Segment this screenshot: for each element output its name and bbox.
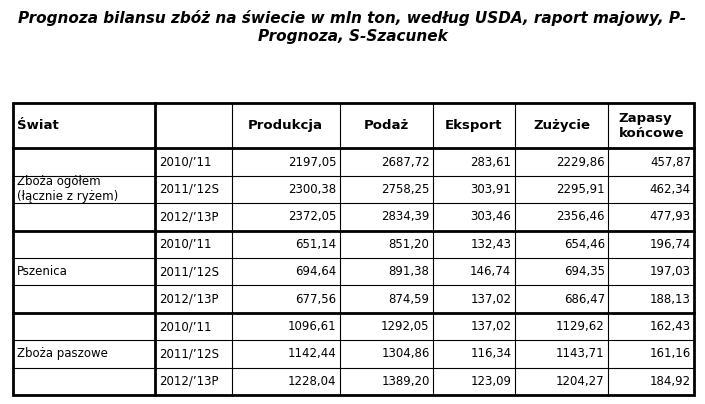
Text: Świat: Świat — [17, 119, 59, 132]
Text: 184,92: 184,92 — [650, 375, 691, 388]
Text: 694,64: 694,64 — [295, 265, 336, 278]
Text: 2687,72: 2687,72 — [381, 156, 429, 168]
Text: Produkcja: Produkcja — [248, 119, 323, 132]
Text: 303,46: 303,46 — [470, 210, 511, 223]
Text: 2229,86: 2229,86 — [556, 156, 605, 168]
Text: Zboża ogółem
(łącznie z ryżem): Zboża ogółem (łącznie z ryżem) — [17, 175, 118, 204]
Text: 188,13: 188,13 — [650, 292, 691, 306]
Text: Eksport: Eksport — [446, 119, 503, 132]
Text: 146,74: 146,74 — [470, 265, 511, 278]
Text: 457,87: 457,87 — [650, 156, 691, 168]
Text: 1204,27: 1204,27 — [556, 375, 605, 388]
Text: 2011/’12S: 2011/’12S — [159, 183, 219, 196]
Text: 123,09: 123,09 — [470, 375, 511, 388]
Text: 1096,61: 1096,61 — [288, 320, 336, 333]
Text: 2012/’13P: 2012/’13P — [159, 292, 219, 306]
Text: Prognoza bilansu zbóż na świecie w mln ton, według USDA, raport majowy, P-
Progn: Prognoza bilansu zbóż na świecie w mln t… — [18, 10, 687, 44]
Text: 2758,25: 2758,25 — [381, 183, 429, 196]
Text: Zboża paszowe: Zboża paszowe — [17, 347, 108, 360]
Text: Zapasy
końcowe: Zapasy końcowe — [618, 112, 684, 140]
Text: 2372,05: 2372,05 — [288, 210, 336, 223]
Text: 654,46: 654,46 — [563, 238, 605, 251]
Text: 303,91: 303,91 — [470, 183, 511, 196]
Text: Zużycie: Zużycie — [533, 119, 590, 132]
Text: 462,34: 462,34 — [650, 183, 691, 196]
Text: 891,38: 891,38 — [388, 265, 429, 278]
Text: 2834,39: 2834,39 — [381, 210, 429, 223]
Text: 1292,05: 1292,05 — [381, 320, 429, 333]
Text: 283,61: 283,61 — [470, 156, 511, 168]
Text: 694,35: 694,35 — [564, 265, 605, 278]
Text: Pszenica: Pszenica — [17, 265, 68, 278]
Text: 2300,38: 2300,38 — [288, 183, 336, 196]
Text: 1142,44: 1142,44 — [288, 347, 336, 360]
Text: 651,14: 651,14 — [295, 238, 336, 251]
Text: 2012/’13P: 2012/’13P — [159, 375, 219, 388]
Text: 197,03: 197,03 — [650, 265, 691, 278]
Text: 1389,20: 1389,20 — [381, 375, 429, 388]
Text: 116,34: 116,34 — [470, 347, 511, 360]
Text: 1304,86: 1304,86 — [381, 347, 429, 360]
Text: 132,43: 132,43 — [470, 238, 511, 251]
Text: 2010/’11: 2010/’11 — [159, 320, 212, 333]
Text: 677,56: 677,56 — [295, 292, 336, 306]
Text: 162,43: 162,43 — [650, 320, 691, 333]
Text: 1143,71: 1143,71 — [556, 347, 605, 360]
Text: 2295,91: 2295,91 — [556, 183, 605, 196]
Text: 2197,05: 2197,05 — [288, 156, 336, 168]
Text: 477,93: 477,93 — [650, 210, 691, 223]
Text: 196,74: 196,74 — [649, 238, 691, 251]
Text: 874,59: 874,59 — [388, 292, 429, 306]
Text: 2011/’12S: 2011/’12S — [159, 265, 219, 278]
Text: 851,20: 851,20 — [388, 238, 429, 251]
Text: 2356,46: 2356,46 — [556, 210, 605, 223]
Text: 161,16: 161,16 — [649, 347, 691, 360]
Text: 2012/’13P: 2012/’13P — [159, 210, 219, 223]
Text: 137,02: 137,02 — [470, 292, 511, 306]
Text: 2011/’12S: 2011/’12S — [159, 347, 219, 360]
Text: 1228,04: 1228,04 — [288, 375, 336, 388]
Text: 686,47: 686,47 — [563, 292, 605, 306]
Text: 1129,62: 1129,62 — [556, 320, 605, 333]
Text: 137,02: 137,02 — [470, 320, 511, 333]
Text: 2010/’11: 2010/’11 — [159, 238, 212, 251]
Text: 2010/’11: 2010/’11 — [159, 156, 212, 168]
Text: Podaż: Podaż — [364, 119, 409, 132]
